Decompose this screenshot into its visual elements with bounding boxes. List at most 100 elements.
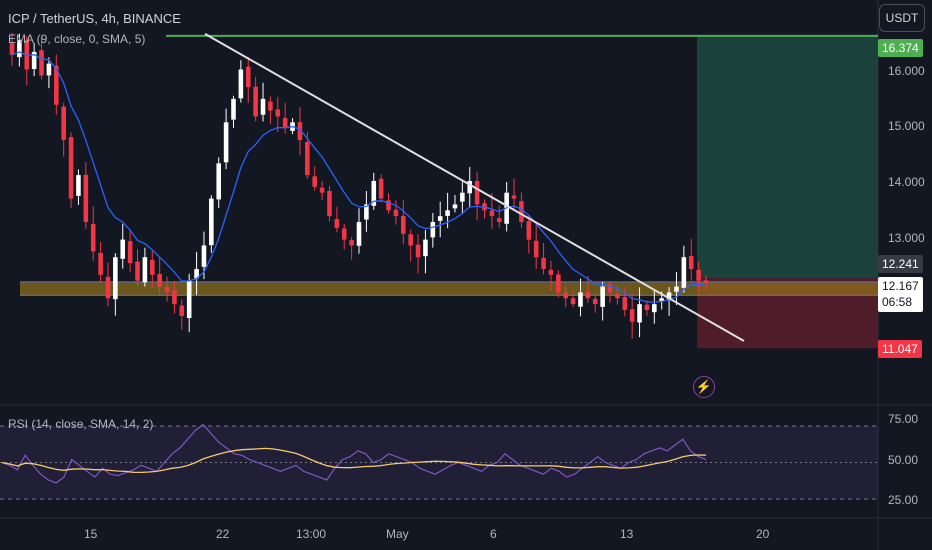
ema-line (11, 51, 707, 303)
candle-body (526, 221, 532, 240)
support-zone (20, 281, 878, 296)
candle-body (245, 66, 251, 88)
candle-body (297, 122, 303, 140)
candle-body (149, 259, 155, 275)
candle-body (54, 65, 59, 105)
candle-body (312, 176, 317, 187)
candle-body (223, 122, 229, 163)
candle-body (703, 280, 709, 283)
candle-body (231, 98, 236, 120)
candle-body (563, 292, 569, 299)
candle-body (578, 292, 583, 307)
candle-body (356, 222, 362, 246)
candle-body (652, 304, 657, 313)
candle-body (31, 51, 37, 69)
candle-body (585, 292, 591, 299)
candle-body (600, 286, 605, 307)
candle-body (201, 245, 207, 267)
candle-body (186, 280, 192, 319)
candle-body (268, 101, 273, 111)
rsi-layer (0, 423, 878, 500)
candle-body (496, 218, 502, 223)
candle-body (415, 244, 421, 258)
candle-body (327, 190, 332, 217)
candle-body (533, 240, 539, 258)
rsi-tick: 25.00 (888, 493, 919, 507)
candle-body (209, 198, 214, 246)
candle-body (541, 257, 546, 269)
candle-body (142, 257, 148, 283)
rsi-indicator-label[interactable]: RSI (14, close, SMA, 14, 2) (8, 417, 154, 431)
symbol-title[interactable]: ICP / TetherUS, 4h, BINANCE (8, 11, 181, 26)
candle-body (474, 180, 480, 205)
price-tick: 15.000 (888, 119, 925, 133)
time-tick: 6 (490, 527, 497, 541)
target-price-value: 16.374 (882, 41, 919, 55)
candle-body (644, 304, 650, 311)
rsi-line (1, 423, 707, 484)
currency-button[interactable]: USDT (879, 4, 925, 32)
candle-body (305, 141, 310, 176)
time-tick: 15 (84, 527, 98, 541)
stop-price-tag: 11.047 (878, 340, 922, 358)
candle-body (172, 290, 177, 305)
candle-body (238, 69, 244, 99)
candle-body (445, 210, 450, 216)
candle-body (68, 137, 74, 199)
target-price-tag: 16.374 (878, 39, 923, 57)
candle-body (76, 175, 81, 196)
candle-body (371, 180, 377, 206)
candle-body (364, 204, 369, 220)
ema-indicator-label[interactable]: EMA (9, close, 0, SMA, 5) (8, 32, 146, 46)
candle-body (666, 292, 672, 300)
candle-body (39, 50, 44, 76)
profit-zone (697, 35, 878, 279)
candle-body (386, 200, 391, 211)
drawings-layer (166, 32, 878, 342)
candle-body (393, 209, 399, 217)
lightning-icon[interactable]: ⚡ (693, 376, 715, 398)
time-tick: 22 (216, 527, 230, 541)
candle-body (282, 118, 288, 129)
candle-body (489, 210, 495, 217)
rsi-tick: 75.00 (888, 412, 919, 426)
candle-body (127, 241, 133, 264)
price-tick: 16.000 (888, 64, 925, 78)
candle-body (570, 298, 576, 305)
candle-body (164, 286, 170, 293)
candle-body (548, 269, 554, 275)
candle-body (452, 204, 458, 209)
position-zones (20, 35, 878, 349)
candle-body (467, 180, 473, 194)
candle-body (607, 284, 613, 293)
rsi-tick: 50.00 (888, 453, 919, 467)
entry-price-value: 12.241 (882, 257, 919, 271)
candle-body (275, 109, 281, 117)
candle-body (688, 255, 694, 269)
candle-body (319, 187, 325, 193)
candle-body (90, 223, 96, 252)
candle-body (430, 222, 436, 238)
candle-body (105, 276, 111, 299)
candle-body (556, 274, 561, 293)
candle-body (637, 304, 642, 323)
candles-layer (9, 33, 709, 339)
candle-body (378, 178, 384, 199)
candle-body (9, 43, 15, 55)
candle-body (83, 174, 89, 223)
candle-body (157, 273, 162, 287)
candle-body (408, 234, 413, 246)
candle-body (674, 286, 679, 292)
rsi-ma-line (1, 447, 707, 474)
time-tick: 13:00 (296, 527, 327, 541)
candle-body (113, 257, 118, 300)
candle-body (194, 268, 199, 279)
stop-price-value: 11.047 (882, 342, 918, 356)
candle-body (659, 298, 664, 302)
candle-body (681, 257, 687, 288)
time-tick: 20 (756, 527, 770, 541)
candle-body (216, 163, 222, 200)
entry-price-tag: 12.241 (878, 255, 923, 273)
candle-body (615, 293, 620, 299)
